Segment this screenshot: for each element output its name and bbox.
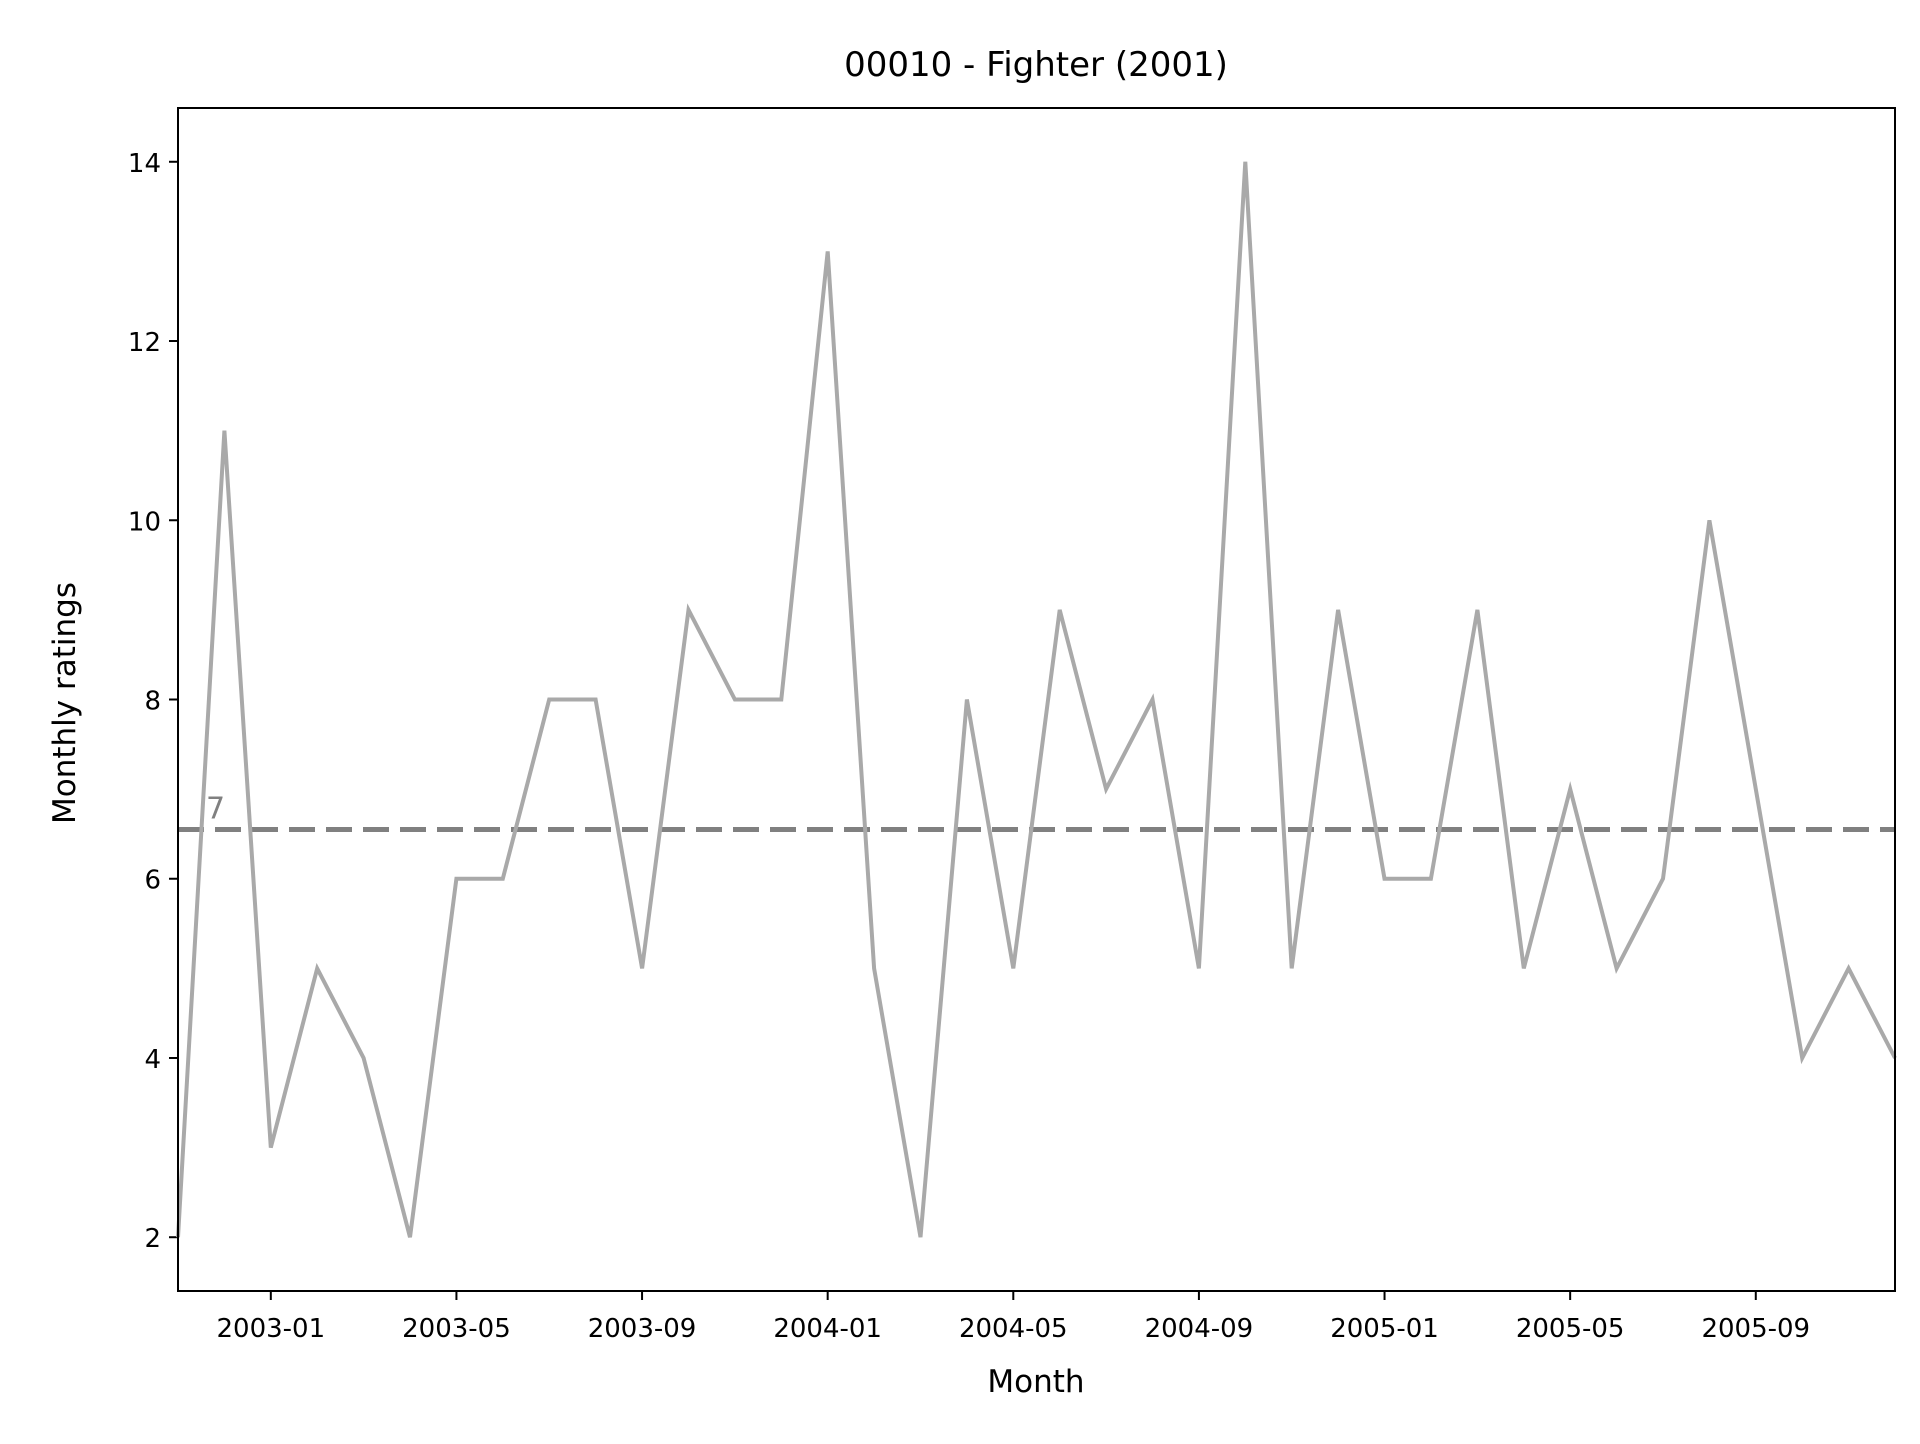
x-tick-label: 2005-09 <box>1701 1314 1810 1344</box>
x-tick-label: 2003-09 <box>588 1314 697 1344</box>
x-tick-label: 2004-01 <box>773 1314 882 1344</box>
x-tick-label: 2004-09 <box>1145 1314 1254 1344</box>
y-tick-label: 12 <box>128 328 161 358</box>
y-tick-label: 4 <box>144 1045 161 1075</box>
x-tick-label: 2004-05 <box>959 1314 1068 1344</box>
y-tick-label: 14 <box>128 149 161 179</box>
x-axis-label: Month <box>987 1364 1084 1400</box>
average-reference-label: 7 <box>206 791 225 826</box>
chart-title: 00010 - Fighter (2001) <box>844 45 1228 85</box>
x-tick-label: 2003-05 <box>402 1314 511 1344</box>
x-tick-label: 2005-05 <box>1516 1314 1625 1344</box>
y-tick-label: 10 <box>128 507 161 537</box>
x-tick-label: 2005-01 <box>1330 1314 1439 1344</box>
x-tick-label: 2003-01 <box>216 1314 325 1344</box>
y-tick-label: 2 <box>144 1224 161 1254</box>
y-tick-label: 6 <box>144 866 161 896</box>
y-axis-label: Monthly ratings <box>47 582 83 824</box>
y-tick-label: 8 <box>144 687 161 717</box>
